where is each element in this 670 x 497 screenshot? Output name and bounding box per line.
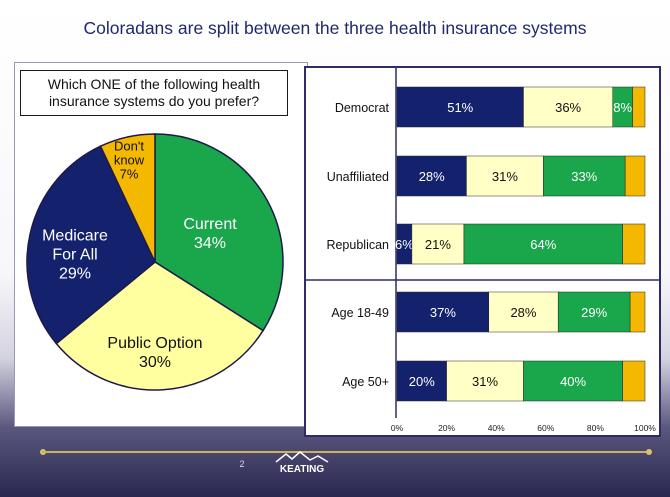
bar-segment-dont_know (622, 360, 646, 402)
bar-value-label: 31% (472, 374, 498, 389)
pie-label: Current (183, 216, 237, 233)
bar-segment-dont_know (622, 223, 646, 265)
bar-value-label: 21% (425, 237, 451, 252)
bar-value-label: 28% (419, 169, 445, 184)
bar-value-label: 64% (530, 237, 556, 252)
bar-segment-current (463, 223, 623, 265)
bar-value-label: 6% (395, 237, 414, 252)
bar-segment-medicare (396, 155, 467, 197)
bar-segment-current (543, 155, 626, 197)
survey-question: Which ONE of the following health insura… (20, 70, 288, 116)
bar-segment-current (523, 360, 623, 402)
pie-label: know (114, 153, 145, 168)
footer-dot-right (646, 449, 652, 455)
pie-label: Medicare (42, 228, 108, 245)
x-tick-label: 60% (537, 423, 554, 433)
bar-value-label: 36% (555, 100, 581, 115)
x-tick-label: 100% (634, 423, 656, 433)
bar-segment-public (411, 223, 465, 265)
pie-label: 7% (120, 167, 139, 182)
logo-text: KEATING (280, 464, 324, 475)
bar-value-label: 33% (571, 169, 597, 184)
bar-value-label: 29% (581, 305, 607, 320)
pie-label: For All (52, 247, 97, 264)
footer-line (42, 451, 650, 453)
bar-segment-public (466, 155, 544, 197)
pie-label: 34% (194, 235, 226, 252)
bar-value-label: 37% (430, 305, 456, 320)
category-label: Age 50+ (342, 375, 389, 389)
bar-segment-public (488, 291, 559, 333)
category-label: Unaffiliated (327, 170, 389, 184)
pie-label: 30% (139, 354, 171, 371)
page-number: 2 (239, 459, 245, 469)
bar-segment-medicare (396, 291, 490, 333)
bar-segment-dont_know (632, 86, 646, 128)
pie-slice-public-option (55, 261, 265, 391)
category-label: Republican (326, 238, 389, 252)
pie-label: Public Option (107, 335, 202, 352)
bar-value-label: 28% (510, 305, 536, 320)
bar-segment-medicare (396, 360, 447, 402)
slide-title: Coloradans are split between the three h… (83, 18, 587, 38)
keating-logo: KEATING (275, 451, 329, 475)
x-tick-label: 20% (438, 423, 455, 433)
bar-segment-dont_know (629, 291, 646, 333)
category-label: Age 18-49 (331, 306, 389, 320)
bar-segment-medicare (396, 86, 524, 128)
bar-value-label: 40% (560, 374, 586, 389)
pie-slice-don-t-know (99, 133, 156, 263)
x-tick-label: 0% (391, 423, 404, 433)
category-label: Democrat (335, 101, 390, 115)
x-tick-label: 40% (488, 423, 505, 433)
pie-label: Don't (114, 139, 144, 154)
pie-label: 29% (59, 266, 91, 283)
bar-value-label: 20% (409, 374, 435, 389)
x-tick-label: 80% (587, 423, 604, 433)
bar-segment-public (523, 86, 614, 128)
bar-segment-dont_know (624, 155, 646, 197)
bar-value-label: 51% (447, 100, 473, 115)
bar-segment-current (557, 291, 631, 333)
bar-value-label: 31% (492, 169, 518, 184)
bar-value-label: 8% (613, 100, 632, 115)
